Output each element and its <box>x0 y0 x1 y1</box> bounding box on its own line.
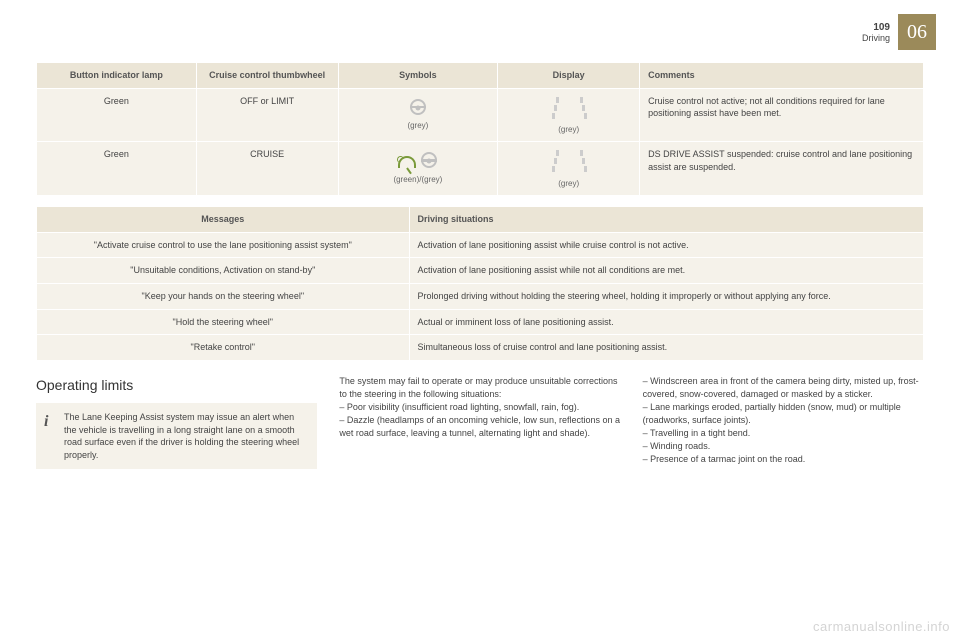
chapter-badge: 06 <box>898 14 936 50</box>
col-1: Operating limits i The Lane Keeping Assi… <box>36 375 317 470</box>
cell-situation: Simultaneous loss of cruise control and … <box>409 335 923 361</box>
speedometer-icon <box>398 156 416 168</box>
t1-header: Symbols <box>338 63 498 89</box>
cell-message: "Unsuitable conditions, Activation on st… <box>37 258 410 284</box>
display-label: (grey) <box>506 178 631 189</box>
cell-comment: DS DRIVE ASSIST suspended: cruise contro… <box>640 142 924 196</box>
cell-message: "Activate cruise control to use the lane… <box>37 232 410 258</box>
cell-thumb: CRUISE <box>196 142 338 196</box>
lane-icon <box>548 148 590 172</box>
t2-header: Messages <box>37 207 410 233</box>
table-row: GreenOFF or LIMIT (grey) (grey) Cruise cont… <box>37 88 924 142</box>
cell-message: "Hold the steering wheel" <box>37 309 410 335</box>
cell-thumb: OFF or LIMIT <box>196 88 338 142</box>
table-row: "Unsuitable conditions, Activation on st… <box>37 258 924 284</box>
symbol-label: (grey) <box>347 120 490 131</box>
t1-header: Display <box>498 63 640 89</box>
list-item: – Presence of a tarmac joint on the road… <box>643 453 924 466</box>
list-item: – Travelling in a tight bend. <box>643 427 924 440</box>
table-row: GreenCRUISE (green)/(grey) (grey) DS DRIVE… <box>37 142 924 196</box>
body-columns: Operating limits i The Lane Keeping Assi… <box>36 375 924 470</box>
cell-message: "Keep your hands on the steering wheel" <box>37 283 410 309</box>
cell-symbols: (green)/(grey) <box>338 142 498 196</box>
t2-header: Driving situations <box>409 207 923 233</box>
page-number: 109 <box>862 22 890 33</box>
table-row: "Activate cruise control to use the lane… <box>37 232 924 258</box>
info-icon: i <box>44 411 48 433</box>
cell-symbols: (grey) <box>338 88 498 142</box>
page-meta: 109 Driving <box>862 22 890 43</box>
list-item: – Lane markings eroded, partially hidden… <box>643 401 924 427</box>
col-2: The system may fail to operate or may pr… <box>339 375 620 470</box>
table-row: "Hold the steering wheel"Actual or immin… <box>37 309 924 335</box>
t1-header: Comments <box>640 63 924 89</box>
cell-lamp: Green <box>37 88 197 142</box>
t1-header: Cruise control thumbwheel <box>196 63 338 89</box>
display-label: (grey) <box>506 124 631 135</box>
steering-wheel-icon <box>421 152 437 168</box>
list-item: – Poor visibility (insufficient road lig… <box>339 401 620 414</box>
section-name: Driving <box>862 33 890 43</box>
messages-table: MessagesDriving situations "Activate cru… <box>36 206 924 361</box>
page-header: 109 Driving 06 <box>862 14 936 50</box>
cell-situation: Activation of lane positioning assist wh… <box>409 258 923 284</box>
cell-situation: Activation of lane positioning assist wh… <box>409 232 923 258</box>
cell-message: "Retake control" <box>37 335 410 361</box>
list-item: – Windscreen area in front of the camera… <box>643 375 924 401</box>
info-box: i The Lane Keeping Assist system may iss… <box>36 403 317 469</box>
status-table: Button indicator lampCruise control thum… <box>36 62 924 196</box>
col-3: – Windscreen area in front of the camera… <box>643 375 924 470</box>
steering-wheel-icon <box>410 99 426 115</box>
cell-situation: Actual or imminent loss of lane position… <box>409 309 923 335</box>
cell-display: (grey) <box>498 142 640 196</box>
cell-comment: Cruise control not active; not all condi… <box>640 88 924 142</box>
cell-lamp: Green <box>37 142 197 196</box>
t1-header: Button indicator lamp <box>37 63 197 89</box>
list-item: – Winding roads. <box>643 440 924 453</box>
limits-heading: Operating limits <box>36 375 317 395</box>
table-row: "Retake control"Simultaneous loss of cru… <box>37 335 924 361</box>
page-content: Button indicator lampCruise control thum… <box>36 62 924 469</box>
list-item: – Dazzle (headlamps of an oncoming vehic… <box>339 414 620 440</box>
cell-display: (grey) <box>498 88 640 142</box>
lane-icon <box>548 95 590 119</box>
watermark: carmanualsonline.info <box>813 619 950 634</box>
table-row: "Keep your hands on the steering wheel"P… <box>37 283 924 309</box>
symbol-label: (green)/(grey) <box>347 174 490 185</box>
cell-situation: Prolonged driving without holding the st… <box>409 283 923 309</box>
info-text: The Lane Keeping Assist system may issue… <box>64 412 299 460</box>
col2-intro: The system may fail to operate or may pr… <box>339 375 620 401</box>
